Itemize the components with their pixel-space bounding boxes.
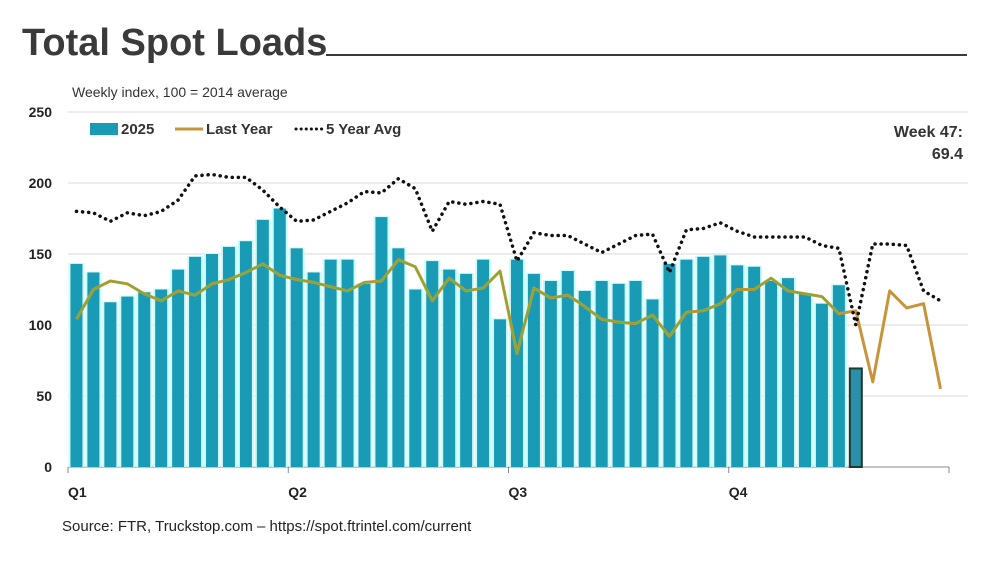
y-tick-label: 100 [29,317,53,333]
week-annotation: Week 47: 69.4 [894,122,963,166]
bar-2025 [172,269,185,467]
bar-2025 [155,289,168,467]
legend-label-last-year: Last Year [206,121,273,138]
bar-2025 [595,280,608,467]
bar-2025 [477,259,490,467]
bar-2025 [358,283,371,467]
bar-2025 [426,261,439,467]
bar-2025 [714,255,727,467]
bar-2025 [848,367,863,468]
bar-2025 [832,285,845,467]
y-tick-label: 250 [29,104,53,120]
bar-2025 [578,290,591,467]
line-last-year-overlay [75,258,840,355]
bar-2025 [815,303,828,467]
bar-2025 [392,248,405,467]
bar-2025 [510,259,523,467]
bar-2025 [697,256,710,467]
y-tick-label: 50 [36,388,52,404]
legend-swatch-2025 [90,123,118,135]
x-tick-label: Q3 [509,484,528,500]
bar-2025 [104,302,117,467]
bar-2025 [527,273,540,467]
bar-2025 [731,265,744,467]
y-tick-label: 200 [29,175,53,191]
bar-2025 [307,272,320,467]
bar-2025 [544,280,557,467]
y-tick-label: 150 [29,246,53,262]
bar-2025 [375,217,388,467]
bar-2025 [612,283,625,467]
bar-2025 [121,296,134,467]
bar-2025 [765,280,778,467]
bar-2025 [629,280,642,467]
bar-2025 [290,248,303,467]
x-tick-label: Q1 [68,484,87,500]
legend-label-2025: 2025 [121,121,154,138]
bar-2025 [87,272,100,467]
bar-2025 [409,289,422,467]
legend-label-5-year-avg: 5 Year Avg [326,121,401,138]
chart-subtitle: Weekly index, 100 = 2014 average [72,84,288,100]
bar-2025 [239,241,252,467]
bar-2025 [222,246,235,467]
bar-2025 [189,256,202,467]
bar-2025 [798,293,811,467]
bar-2025 [680,259,693,467]
bar-2025 [138,292,151,467]
bar-2025 [341,259,354,467]
chart-title: Total Spot Loads [22,22,328,64]
bar-2025 [256,219,269,467]
bar-2025 [646,299,659,467]
line-5-year-avg [74,172,943,326]
bar-2025 [494,319,507,467]
x-tick-label: Q2 [288,484,307,500]
title-rule [326,54,967,56]
bar-2025 [561,271,574,467]
bar-2025 [748,266,761,467]
bar-2025 [663,263,676,467]
bar-2025 [460,273,473,467]
bar-2025 [443,269,456,467]
bar-2025 [324,259,337,467]
bar-2025 [782,278,795,467]
source-note: Source: FTR, Truckstop.com – https://spo… [62,518,472,535]
y-tick-label: 0 [44,459,52,475]
annotation-label: Week 47: [893,124,963,141]
bar-2025 [70,263,83,467]
x-tick-label: Q4 [729,484,748,500]
bar-2025 [273,208,286,467]
bar-2025 [206,254,219,467]
annotation-value: 69.4 [931,146,963,163]
